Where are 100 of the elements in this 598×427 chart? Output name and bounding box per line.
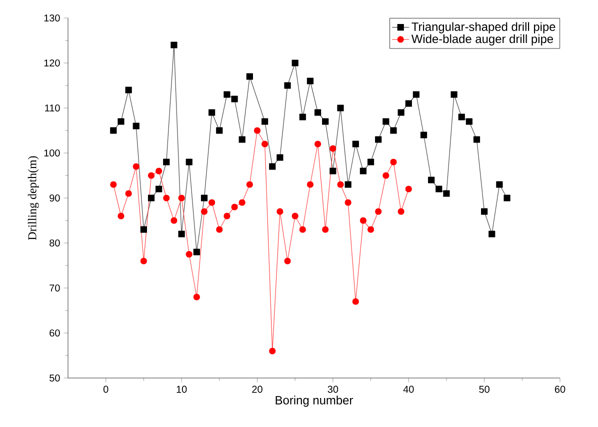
point: [200, 208, 208, 215]
point: [148, 194, 155, 202]
point: [314, 140, 322, 148]
point: [322, 118, 329, 125]
point: [443, 190, 450, 197]
y-axis-title: Drilling depth(m): [28, 156, 39, 240]
point: [246, 73, 253, 80]
point: [504, 194, 510, 202]
point: [405, 100, 412, 107]
point: [170, 42, 178, 48]
x-tick-label: 50: [479, 386, 490, 393]
point: [231, 204, 238, 210]
point: [163, 194, 170, 202]
x-tick-label: 60: [554, 386, 566, 393]
point: [125, 190, 132, 197]
point: [473, 136, 480, 143]
point: [382, 172, 390, 179]
point: [269, 163, 276, 170]
point: [132, 163, 140, 170]
point: [412, 91, 420, 98]
y-tick-label: 130: [44, 14, 60, 22]
point: [276, 208, 284, 215]
point: [276, 154, 284, 161]
point: [375, 208, 382, 215]
point: [178, 230, 185, 238]
point: [382, 118, 390, 125]
y-tick-label: 110: [45, 104, 60, 112]
point: [360, 217, 367, 224]
point: [428, 176, 435, 184]
point: [216, 226, 223, 233]
y-tick-label: 70: [50, 284, 60, 292]
point: [352, 140, 359, 148]
x-tick-label: 40: [403, 386, 414, 393]
point: [156, 186, 162, 192]
y-tick-label: 100: [44, 149, 60, 157]
point: [246, 181, 253, 188]
point: [110, 181, 117, 188]
point: [284, 258, 291, 264]
point: [140, 258, 147, 264]
point: [125, 86, 132, 94]
point: [352, 298, 359, 305]
point: [178, 194, 185, 202]
point: [140, 226, 147, 233]
point: [398, 208, 404, 215]
y-tick-label: 120: [44, 59, 60, 67]
point: [314, 109, 322, 116]
point: [269, 348, 276, 354]
y-tick-label: 60: [50, 329, 60, 337]
point: [375, 136, 382, 143]
point: [216, 127, 223, 134]
x-tick-label: 10: [176, 386, 187, 393]
point: [330, 168, 336, 174]
x-tick-label: 30: [328, 386, 338, 393]
point: [390, 158, 397, 166]
point: [330, 145, 336, 152]
point: [322, 226, 329, 233]
point: [231, 96, 238, 102]
point: [118, 118, 124, 125]
point: [118, 212, 124, 220]
point: [156, 168, 162, 174]
point: [299, 226, 306, 233]
point: [420, 132, 428, 138]
point: [450, 91, 458, 98]
point: [193, 294, 200, 300]
point: [186, 158, 192, 166]
point: [292, 212, 298, 220]
legend-label: Wide-blade auger drill pipe: [411, 34, 554, 46]
point: [238, 136, 246, 143]
point: [284, 82, 291, 89]
x-axis-title: Boring number: [276, 396, 353, 407]
point: [306, 78, 314, 84]
point: [367, 226, 374, 233]
point: [200, 194, 208, 202]
point: [337, 181, 344, 188]
point: [170, 217, 178, 224]
x-tick-label: 0: [103, 386, 108, 393]
point: [344, 199, 352, 206]
point: [110, 127, 117, 134]
legend-label: Triangular-shaped drill pipe: [412, 22, 556, 34]
point: [360, 168, 367, 174]
point: [398, 109, 404, 116]
y-tick-label: 80: [50, 239, 60, 247]
point: [458, 114, 465, 120]
point: [390, 127, 397, 134]
point: [224, 212, 230, 220]
point: [163, 158, 170, 166]
point: [488, 230, 496, 238]
point: [208, 109, 216, 116]
point: [238, 199, 246, 206]
point: [405, 186, 412, 192]
point: [186, 250, 192, 258]
y-tick-label: 90: [50, 194, 60, 202]
point: [306, 181, 314, 188]
point: [148, 172, 155, 179]
point: [254, 127, 261, 134]
point: [344, 181, 352, 188]
point: [224, 91, 230, 98]
point: [436, 186, 442, 192]
point: [193, 248, 200, 256]
point: [262, 140, 268, 148]
